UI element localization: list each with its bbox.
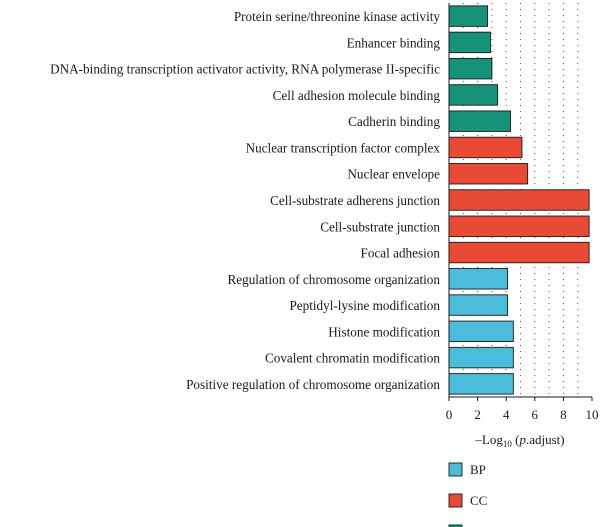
legend-swatch	[448, 524, 463, 527]
category-label: Cell-substrate adherens junction	[270, 193, 440, 208]
bar	[448, 294, 509, 316]
x-axis-label-rest: .adjust)	[526, 432, 565, 447]
x-axis-label-subscript: 10	[503, 439, 513, 449]
bar	[448, 189, 590, 211]
legend-swatch	[448, 462, 463, 477]
bar	[448, 5, 489, 27]
legend-label: BP	[470, 462, 486, 477]
bar	[448, 320, 514, 343]
x-tick-label: 8	[560, 407, 567, 422]
x-axis-label-prefix: –Log	[474, 432, 503, 447]
category-label: Histone modification	[328, 324, 440, 339]
category-label: Focal adhesion	[361, 246, 441, 261]
x-axis: 0 2 4 6 8 10	[446, 3, 599, 422]
legend-label: CC	[470, 493, 487, 508]
x-tick-label: 10	[586, 407, 599, 422]
bar	[448, 241, 590, 264]
x-tick-label: 2	[474, 407, 481, 422]
x-axis-label: –Log10 (p.adjust)	[474, 432, 564, 449]
x-axis-label-italic: p	[518, 432, 526, 447]
category-label: Nuclear transcription factor complex	[246, 140, 441, 155]
category-label: Enhancer binding	[347, 35, 441, 50]
bar	[448, 31, 491, 54]
category-labels: Protein serine/threonine kinase activity…	[50, 9, 440, 392]
category-label: Cell adhesion molecule binding	[273, 88, 441, 103]
bar	[448, 268, 509, 290]
category-label: Regulation of chromosome organization	[227, 272, 440, 287]
bar	[448, 346, 514, 369]
x-tick-label: 4	[503, 407, 510, 422]
bars	[448, 5, 590, 395]
bar	[448, 136, 523, 159]
x-tick-label: 0	[446, 407, 453, 422]
legend: BP CC MF	[448, 462, 489, 527]
legend-label: MF	[470, 524, 489, 527]
category-label: Protein serine/threonine kinase activity	[234, 9, 441, 24]
category-label: Cadherin binding	[348, 114, 440, 129]
bar	[448, 84, 499, 106]
legend-swatch	[448, 493, 463, 508]
category-label: Peptidyl-lysine modification	[289, 298, 440, 313]
category-label: DNA-binding transcription activator acti…	[50, 62, 440, 77]
x-axis-label-open: (	[512, 432, 520, 447]
category-label: Positive regulation of chromosome organi…	[186, 377, 440, 392]
bar	[448, 215, 590, 237]
bar	[448, 110, 511, 132]
category-label: Nuclear envelope	[347, 167, 440, 182]
bar	[448, 373, 514, 395]
x-tick-label: 6	[532, 407, 539, 422]
category-label: Cell-substrate junction	[320, 219, 440, 234]
bar	[448, 57, 493, 80]
category-label: Covalent chromatin modification	[265, 351, 440, 366]
bar	[448, 163, 529, 185]
